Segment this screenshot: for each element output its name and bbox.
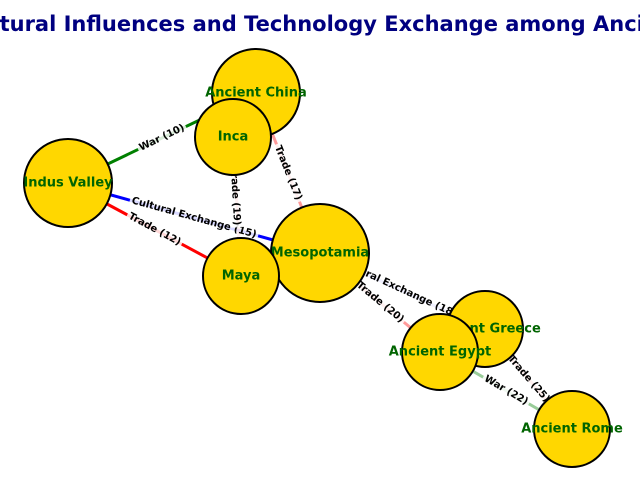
node-label: Inca bbox=[218, 130, 249, 145]
diagram-title: Trade, Wars, Cultural Influences and Tec… bbox=[0, 12, 640, 36]
svg-text:Trade (19): Trade (19) bbox=[228, 167, 242, 225]
node-ancient-egypt: Ancient Egypt bbox=[389, 313, 491, 391]
node-inca: Inca bbox=[194, 98, 272, 176]
node-circle bbox=[401, 313, 479, 391]
edge-ancient-china-mesopotamia-label: Trade (17) bbox=[270, 141, 306, 205]
node-circle bbox=[202, 237, 280, 315]
node-indus-valley: Indus Valley bbox=[23, 138, 113, 228]
node-circle bbox=[194, 98, 272, 176]
node-label: Maya bbox=[222, 269, 261, 284]
node-label: Ancient Egypt bbox=[389, 345, 491, 360]
node-circle bbox=[23, 138, 113, 228]
node-ancient-rome: Ancient Rome bbox=[521, 390, 623, 468]
svg-text:Trade (17): Trade (17) bbox=[272, 144, 304, 202]
node-mesopotamia: Mesopotamia bbox=[270, 203, 370, 303]
svg-text:War (10): War (10) bbox=[138, 122, 187, 153]
node-label: Mesopotamia bbox=[271, 246, 369, 261]
node-label: Ancient Rome bbox=[521, 422, 623, 437]
nodes-layer: Ancient China Inca Indus Valley Mesopotamia… bbox=[23, 48, 623, 468]
node-circle bbox=[533, 390, 611, 468]
edge-inca-maya-label: Trade (19) bbox=[226, 165, 244, 228]
node-maya: Maya bbox=[202, 237, 280, 315]
node-label: Indus Valley bbox=[23, 176, 113, 191]
edge-indus-valley-ancient-china-label: War (10) bbox=[135, 120, 189, 156]
node-label: Ancient China bbox=[205, 86, 307, 101]
